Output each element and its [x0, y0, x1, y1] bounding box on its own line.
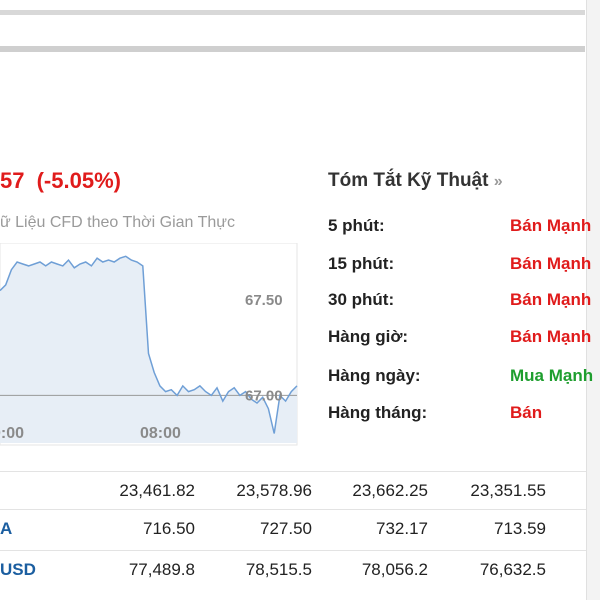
technical-summary-row: 30 phút: Bán Mạnh [328, 290, 600, 314]
technical-summary-row: Hàng tháng: Bán [328, 403, 600, 427]
y-tick-label: 67.00 [245, 387, 283, 404]
timeframe-label: 5 phút: [328, 216, 385, 235]
price-change-value: 57 [0, 168, 25, 193]
price-area-fill [0, 256, 297, 443]
table-cell: 727.50 [260, 519, 312, 538]
x-tick-label: 0:00 [0, 425, 24, 442]
table-cell: 23,662.25 [352, 481, 428, 500]
instrument-name-link[interactable]: A [0, 519, 13, 538]
double-chevron-right-icon[interactable]: » [493, 173, 503, 190]
technical-summary-title-text[interactable]: Tóm Tắt Kỹ Thuật [328, 170, 489, 191]
x-tick-label: 08:00 [140, 425, 181, 442]
price-series-line [0, 255, 298, 434]
top-bar [0, 0, 600, 52]
signal-value: Bán Mạnh [510, 216, 592, 235]
price-chart[interactable]: 67.50 67.00 0:00 08:00 [0, 243, 300, 448]
signal-value: Bán Mạnh [510, 290, 592, 309]
header-divider [0, 46, 585, 52]
table-cell: 78,056.2 [361, 560, 428, 579]
timeframe-label: Hàng giờ: [328, 327, 409, 346]
table-row[interactable]: 23,461.82 23,578.96 23,662.25 23,351.55 [0, 471, 586, 510]
technical-summary-title[interactable]: Tóm Tắt Kỹ Thuật » [328, 170, 586, 192]
timeframe-label: Hàng ngày: [328, 366, 421, 385]
price-chart-svg: 67.50 67.00 0:00 08:00 [0, 243, 298, 446]
signal-value: Bán [510, 403, 543, 422]
price-change-percent: (-5.05%) [36, 168, 121, 193]
timeframe-label: 30 phút: [328, 290, 395, 309]
table-cell: 78,515.5 [245, 560, 312, 579]
table-cell: 76,632.5 [479, 560, 546, 579]
technical-summary-row: Hàng ngày: Mua Mạnh [328, 366, 600, 390]
timeframe-label: Hàng tháng: [328, 403, 428, 422]
y-tick-label: 67.50 [245, 292, 283, 309]
signal-value: Bán Mạnh [510, 327, 592, 346]
technical-summary-row: Hàng giờ: Bán Mạnh [328, 327, 600, 351]
price-change: 57 (-5.05%) [0, 168, 121, 194]
table-cell: 713.59 [494, 519, 546, 538]
technical-summary-row: 5 phút: Bán Mạnh [328, 216, 600, 240]
instrument-name-link[interactable]: USD [0, 560, 36, 579]
table-cell: 23,578.96 [236, 481, 312, 500]
signal-value: Bán Mạnh [510, 254, 592, 273]
timeframe-label: 15 phút: [328, 254, 395, 273]
table-cell: 732.17 [376, 519, 428, 538]
table-row[interactable]: USD 77,489.8 78,515.5 78,056.2 76,632.5 [0, 550, 586, 589]
table-cell: 716.50 [143, 519, 195, 538]
table-cell: 23,461.82 [119, 481, 195, 500]
technical-summary: Tóm Tắt Kỹ Thuật » 5 phút: Bán Mạnh 15 phú… [328, 170, 593, 422]
table-cell: 77,489.8 [128, 560, 195, 579]
top-divider [0, 10, 585, 15]
table-cut-row [0, 443, 586, 447]
technical-summary-row: 15 phút: Bán Mạnh [328, 254, 600, 278]
scrollbar[interactable] [586, 0, 600, 600]
signal-value: Mua Mạnh [510, 366, 594, 385]
table-cell: 23,351.55 [470, 481, 546, 500]
realtime-cfd-label: ữ Liệu CFD theo Thời Gian Thực [0, 214, 235, 231]
table-row[interactable]: A 716.50 727.50 732.17 713.59 [0, 509, 586, 548]
